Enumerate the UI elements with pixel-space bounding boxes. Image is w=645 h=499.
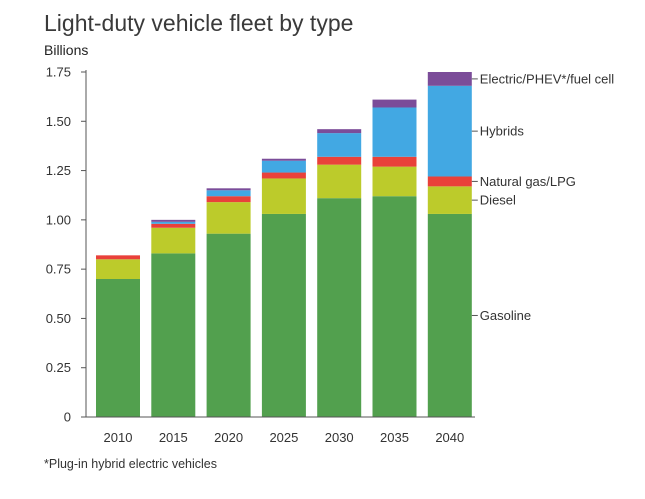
bar-segment-gasoline-2040 — [427, 213, 472, 417]
bar-segment-natural-gas-lpg-2020 — [206, 196, 251, 203]
bar-segment-gasoline-2015 — [151, 253, 196, 417]
bar-segment-gasoline-2035 — [372, 196, 417, 417]
bar-segment-gasoline-2010 — [96, 279, 140, 417]
bar-segment-electric-phev-fuel-cell-2025 — [261, 158, 306, 161]
bar-segment-diesel-2040 — [427, 186, 472, 214]
bar-segment-hybrids-2040 — [427, 85, 472, 177]
x-tick-label: 2025 — [269, 430, 298, 445]
y-tick-label: 1.75 — [46, 65, 71, 80]
chart-title: Light-duty vehicle fleet by type — [44, 10, 354, 36]
bar-segment-hybrids-2020 — [206, 190, 251, 197]
x-tick-label: 2010 — [104, 430, 133, 445]
bar-segment-electric-phev-fuel-cell-2040 — [427, 72, 472, 86]
bar-segment-gasoline-2030 — [317, 198, 362, 417]
bar-segment-natural-gas-lpg-2025 — [261, 172, 306, 179]
x-tick-label: 2015 — [159, 430, 188, 445]
legend-label-natural-gas-lpg: Natural gas/LPG — [480, 174, 576, 189]
x-tick-label: 2030 — [325, 430, 354, 445]
legend-label-hybrids: Hybrids — [480, 124, 525, 139]
y-tick-label: 0.75 — [46, 262, 71, 277]
bar-segment-natural-gas-lpg-2035 — [372, 156, 417, 167]
bar-segment-diesel-2030 — [317, 164, 362, 199]
bar-segment-electric-phev-fuel-cell-2020 — [206, 188, 251, 191]
bar-segment-hybrids-2035 — [372, 107, 417, 157]
unit-label: Billions — [44, 42, 89, 58]
bar-segment-diesel-2020 — [206, 202, 251, 234]
y-tick-label: 1.25 — [46, 163, 71, 178]
bar-segment-hybrids-2030 — [317, 133, 362, 157]
bar-segment-hybrids-2015 — [151, 221, 196, 224]
bar-segment-diesel-2015 — [151, 227, 196, 254]
x-tick-label: 2035 — [380, 430, 409, 445]
footnote: *Plug-in hybrid electric vehicles — [44, 457, 217, 471]
bar-segment-electric-phev-fuel-cell-2015 — [151, 219, 196, 222]
bar-segment-electric-phev-fuel-cell-2035 — [372, 99, 417, 108]
x-tick-label: 2020 — [214, 430, 243, 445]
bar-segment-gasoline-2020 — [206, 233, 251, 417]
bar-segment-diesel-2025 — [261, 178, 306, 214]
bar-segment-hybrids-2025 — [261, 160, 306, 173]
y-tick-label: 0.25 — [46, 360, 71, 375]
y-tick-label: 1.50 — [46, 114, 71, 129]
bar-segment-diesel-2035 — [372, 166, 417, 197]
legend-label-electric-phev-fuel-cell: Electric/PHEV*/fuel cell — [480, 71, 614, 86]
y-tick-label: 1.00 — [46, 212, 71, 227]
bar-segment-gasoline-2025 — [261, 213, 306, 417]
bar-segment-natural-gas-lpg-2010 — [96, 255, 140, 260]
bar-segment-electric-phev-fuel-cell-2030 — [317, 129, 362, 134]
bar-segment-natural-gas-lpg-2030 — [317, 156, 362, 165]
bar-segment-diesel-2010 — [96, 259, 140, 279]
y-tick-label: 0.50 — [46, 311, 71, 326]
bar-segment-natural-gas-lpg-2015 — [151, 223, 196, 228]
legend-label-diesel: Diesel — [480, 193, 516, 208]
legend-label-gasoline: Gasoline — [480, 308, 531, 323]
x-tick-label: 2040 — [435, 430, 464, 445]
y-tick-label: 0 — [64, 410, 71, 425]
bar-segment-natural-gas-lpg-2040 — [427, 176, 472, 187]
